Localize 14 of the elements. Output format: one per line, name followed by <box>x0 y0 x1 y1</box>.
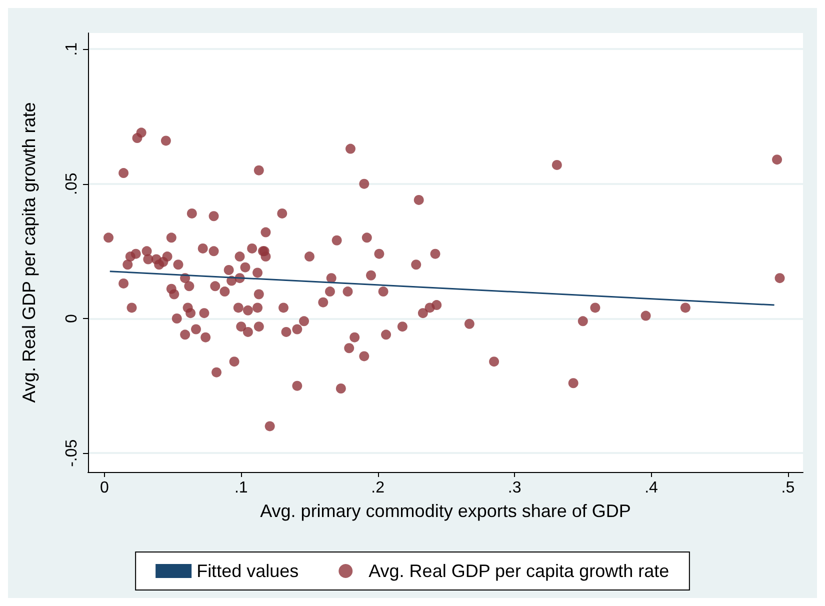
x-tick-label: .5 <box>781 480 795 496</box>
legend-label: Avg. Real GDP per capita growth rate <box>368 561 670 581</box>
x-tick-label: .2 <box>371 480 385 496</box>
legend-label: Fitted values <box>196 561 299 581</box>
x-axis-title: Avg. primary commodity exports share of GDP <box>260 501 631 521</box>
y-tick-label: 0 <box>64 314 80 323</box>
x-tick-label: .1 <box>234 480 248 496</box>
y-tick-label: -.05 <box>64 439 80 467</box>
x-tick-label: .4 <box>644 480 658 496</box>
x-tick-label: .3 <box>508 480 522 496</box>
x-tick-label: 0 <box>100 480 109 496</box>
y-axis-title: Avg. Real GDP per capita growth rate <box>19 102 39 403</box>
y-tick-label: .05 <box>64 172 80 195</box>
y-tick-label: .1 <box>64 42 80 56</box>
